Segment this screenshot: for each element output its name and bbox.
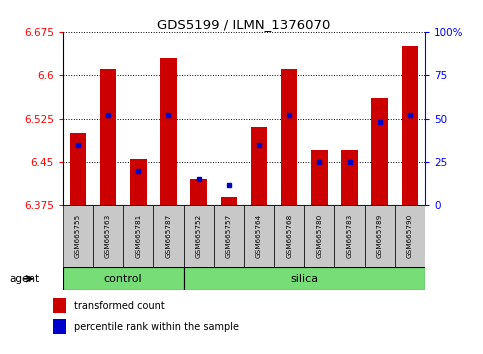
Bar bbox=[53, 298, 66, 313]
Text: GSM665781: GSM665781 bbox=[135, 214, 141, 258]
Bar bbox=[402, 46, 418, 205]
Text: GSM665783: GSM665783 bbox=[347, 214, 353, 258]
Text: GSM665764: GSM665764 bbox=[256, 214, 262, 258]
FancyBboxPatch shape bbox=[213, 205, 244, 267]
Text: control: control bbox=[104, 274, 142, 284]
Text: percentile rank within the sample: percentile rank within the sample bbox=[73, 322, 239, 332]
Text: GSM665752: GSM665752 bbox=[196, 214, 201, 258]
Text: GSM665757: GSM665757 bbox=[226, 214, 232, 258]
FancyBboxPatch shape bbox=[63, 205, 93, 267]
Text: GSM665763: GSM665763 bbox=[105, 214, 111, 258]
FancyBboxPatch shape bbox=[123, 205, 154, 267]
Text: transformed count: transformed count bbox=[73, 301, 164, 311]
Bar bbox=[190, 179, 207, 205]
Text: GSM665790: GSM665790 bbox=[407, 214, 413, 258]
Text: GSM665780: GSM665780 bbox=[316, 214, 322, 258]
Text: silica: silica bbox=[290, 274, 318, 284]
Text: GSM665755: GSM665755 bbox=[75, 214, 81, 258]
FancyBboxPatch shape bbox=[304, 205, 334, 267]
Bar bbox=[281, 69, 298, 205]
FancyBboxPatch shape bbox=[63, 267, 184, 290]
FancyBboxPatch shape bbox=[274, 205, 304, 267]
Bar bbox=[70, 133, 86, 205]
FancyBboxPatch shape bbox=[365, 205, 395, 267]
Bar bbox=[371, 98, 388, 205]
Bar bbox=[160, 58, 177, 205]
FancyBboxPatch shape bbox=[334, 205, 365, 267]
FancyBboxPatch shape bbox=[184, 205, 213, 267]
Text: GSM665787: GSM665787 bbox=[166, 214, 171, 258]
FancyBboxPatch shape bbox=[93, 205, 123, 267]
Text: GSM665789: GSM665789 bbox=[377, 214, 383, 258]
Bar bbox=[100, 69, 116, 205]
Bar bbox=[53, 319, 66, 334]
Bar bbox=[311, 150, 327, 205]
FancyBboxPatch shape bbox=[395, 205, 425, 267]
Bar bbox=[251, 127, 267, 205]
FancyBboxPatch shape bbox=[154, 205, 184, 267]
FancyBboxPatch shape bbox=[184, 267, 425, 290]
Bar bbox=[130, 159, 146, 205]
Title: GDS5199 / ILMN_1376070: GDS5199 / ILMN_1376070 bbox=[157, 18, 330, 31]
Text: agent: agent bbox=[10, 274, 40, 284]
Bar bbox=[341, 150, 358, 205]
FancyBboxPatch shape bbox=[244, 205, 274, 267]
Text: GSM665768: GSM665768 bbox=[286, 214, 292, 258]
Bar bbox=[221, 196, 237, 205]
